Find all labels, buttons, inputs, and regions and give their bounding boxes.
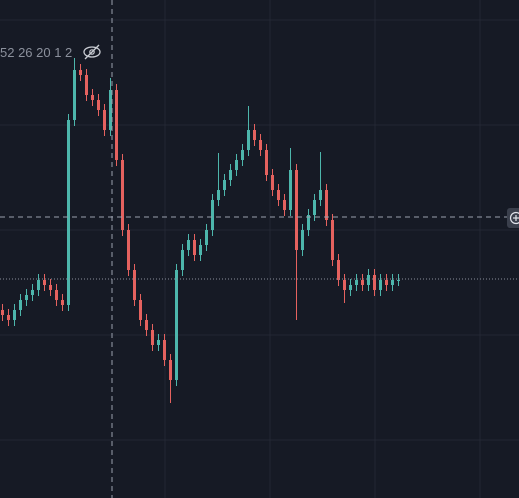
candle-body — [367, 275, 370, 285]
candle-body — [109, 90, 112, 130]
candle-body — [115, 90, 118, 160]
candle-body — [253, 130, 256, 140]
candle-body — [229, 170, 232, 180]
candle-body — [259, 140, 262, 150]
candle-body — [187, 240, 190, 250]
candle-body — [205, 230, 208, 245]
candle-body — [211, 200, 214, 230]
candle-body — [1, 310, 4, 315]
candle-body — [67, 120, 70, 305]
candle-body — [7, 315, 10, 320]
candle-body — [139, 300, 142, 320]
candle-body — [295, 170, 298, 250]
candle-body — [49, 285, 52, 290]
candle-body — [31, 290, 34, 295]
candle-body — [355, 280, 358, 285]
candle-body — [385, 280, 388, 285]
candle-body — [61, 300, 64, 305]
candle-body — [19, 300, 22, 310]
candle-body — [265, 150, 268, 175]
candle-body — [397, 280, 400, 281]
candle-body — [283, 200, 286, 210]
candle-body — [91, 95, 94, 100]
candle-body — [361, 280, 364, 285]
candle-body — [157, 340, 160, 345]
hide-icon[interactable] — [83, 44, 101, 60]
candle-body — [145, 320, 148, 330]
candle-body — [325, 190, 328, 220]
candle-body — [37, 280, 40, 290]
candle-body — [193, 240, 196, 255]
candle-body — [379, 280, 382, 290]
candle-body — [223, 180, 226, 190]
candle-body — [277, 190, 280, 200]
candle-body — [343, 280, 346, 290]
add-button[interactable] — [507, 208, 519, 228]
candle-body — [319, 190, 322, 200]
candle-body — [271, 175, 274, 190]
candle-body — [121, 160, 124, 230]
indicator-values: 52 26 20 1 2 — [0, 45, 72, 60]
candle-body — [133, 270, 136, 300]
candle-body — [349, 285, 352, 290]
candle-body — [199, 245, 202, 255]
candle-body — [337, 260, 340, 280]
candle-body — [301, 230, 304, 250]
candle-body — [217, 190, 220, 200]
candle-body — [235, 160, 238, 170]
candle-body — [127, 230, 130, 270]
candle-body — [241, 150, 244, 160]
candle-body — [55, 290, 58, 300]
candle-body — [247, 130, 250, 150]
candle-body — [103, 110, 106, 130]
candle-body — [175, 270, 178, 380]
candle-body — [373, 275, 376, 290]
candle-body — [181, 250, 184, 270]
candle-body — [169, 360, 172, 380]
candles — [1, 58, 400, 403]
candle-body — [313, 200, 316, 215]
candle-body — [79, 70, 82, 75]
candle-body — [307, 215, 310, 230]
candle-body — [163, 340, 166, 360]
candle-body — [151, 330, 154, 345]
candle-body — [97, 100, 100, 110]
candle-body — [13, 310, 16, 320]
candle-body — [391, 280, 394, 285]
candle-body — [289, 170, 292, 210]
candle-body — [331, 220, 334, 260]
candle-body — [25, 295, 28, 300]
candle-body — [73, 70, 76, 120]
candle-body — [85, 75, 88, 95]
candle-body — [43, 280, 46, 285]
